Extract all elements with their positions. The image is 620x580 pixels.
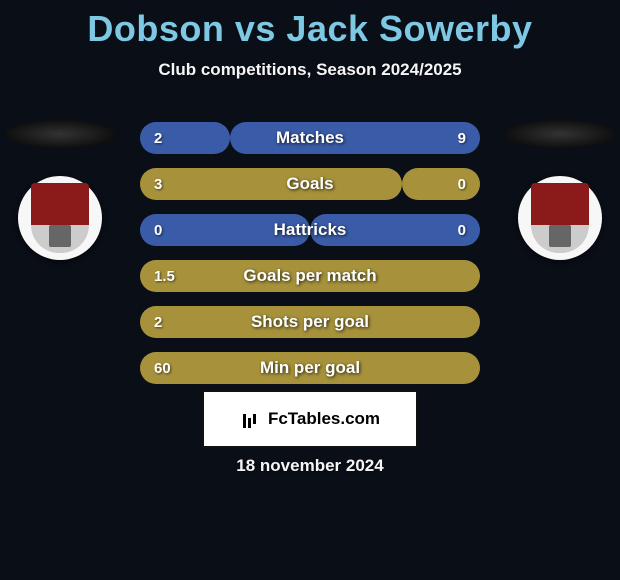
stat-left-bar: 3 — [140, 168, 402, 200]
stat-row: 1.5Goals per match — [140, 260, 480, 292]
stat-left-bar: 2 — [140, 122, 230, 154]
stat-left-value: 2 — [154, 130, 162, 147]
player-left-silhouette — [5, 120, 115, 148]
stat-right-value: 0 — [458, 176, 466, 193]
subtitle: Club competitions, Season 2024/2025 — [0, 60, 620, 80]
page-title: Dobson vs Jack Sowerby — [0, 0, 620, 50]
stat-left-bar: 0 — [140, 214, 310, 246]
source-badge: FcTables.com — [202, 390, 418, 448]
stat-left-bar: 60 — [140, 352, 480, 384]
stat-right-bar: 0 — [310, 214, 480, 246]
stat-right-bar: 0 — [402, 168, 480, 200]
stat-row: 2Shots per goal — [140, 306, 480, 338]
player-right-silhouette — [505, 120, 615, 148]
comparison-bars: 29Matches30Goals00Hattricks1.5Goals per … — [140, 122, 480, 384]
stat-right-value: 9 — [458, 130, 466, 147]
stat-left-value: 1.5 — [154, 268, 175, 285]
stat-left-bar: 1.5 — [140, 260, 480, 292]
stat-left-value: 2 — [154, 314, 162, 331]
source-label: FcTables.com — [268, 409, 380, 429]
stat-right-bar: 9 — [230, 122, 480, 154]
stat-right-value: 0 — [458, 222, 466, 239]
comparison-infographic: Dobson vs Jack Sowerby Club competitions… — [0, 0, 620, 580]
stat-left-value: 0 — [154, 222, 162, 239]
stat-row: 29Matches — [140, 122, 480, 154]
player-left-club-crest — [18, 176, 102, 260]
stat-row: 00Hattricks — [140, 214, 480, 246]
stat-row: 60Min per goal — [140, 352, 480, 384]
date-label: 18 november 2024 — [0, 456, 620, 476]
player-right-column — [500, 120, 620, 260]
fctables-logo-icon — [240, 410, 262, 428]
player-left-column — [0, 120, 120, 260]
stat-left-value: 3 — [154, 176, 162, 193]
stat-row: 30Goals — [140, 168, 480, 200]
player-right-club-crest — [518, 176, 602, 260]
stat-left-value: 60 — [154, 360, 171, 377]
stat-left-bar: 2 — [140, 306, 480, 338]
